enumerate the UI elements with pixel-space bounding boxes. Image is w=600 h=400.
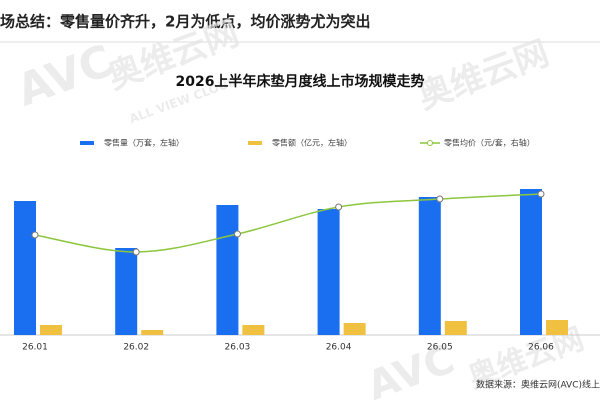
x-tick-label: 26.01 [22, 343, 48, 353]
line-point [537, 190, 545, 198]
x-tick-label: 26.03 [225, 343, 251, 353]
legend-swatch [80, 141, 94, 145]
bar [546, 320, 568, 335]
x-tick-label: 26.05 [427, 343, 453, 353]
line-point [31, 231, 39, 239]
legend-label: 零售量（万套，左轴） [104, 138, 184, 148]
bar [40, 325, 62, 335]
bar [418, 197, 441, 335]
line [34, 193, 542, 253]
legend-swatch [248, 141, 262, 145]
source: 数据来源：奥维云网(AVC)线上 [476, 379, 600, 391]
x-tick-label: 26.02 [123, 343, 149, 353]
line-point [132, 248, 140, 256]
x-tick-label: 26.04 [326, 343, 352, 353]
watermark-logo: AVC [10, 35, 119, 116]
line-point [436, 195, 444, 203]
watermark-name: 奥维云网 [413, 33, 554, 117]
legend-label: 零售额（亿元，左轴） [272, 138, 352, 148]
legend-label: 零售均价（元/套，右轴） [444, 138, 535, 148]
legend-swatch [427, 140, 433, 146]
watermark: AVC 奥维云网 奥维云网 AVC 奥维云网 ALL VIEW CLOUD [10, 13, 588, 400]
x-tick-label: 26.06 [528, 343, 554, 353]
bar [317, 209, 340, 335]
chart-title: 2026上半年床垫月度线上市场规模走势 [176, 73, 425, 90]
header-title: 场总结：零售量价齐升，2月为低点，均价涨势尤为突出 [0, 13, 370, 31]
line-point [335, 203, 343, 211]
bar [444, 321, 467, 335]
bar [520, 189, 542, 335]
bar [242, 325, 265, 335]
bar [343, 323, 366, 335]
bar [141, 330, 164, 335]
bar [115, 248, 138, 335]
line-point [233, 230, 241, 238]
bar [216, 205, 239, 335]
bar [14, 201, 36, 335]
